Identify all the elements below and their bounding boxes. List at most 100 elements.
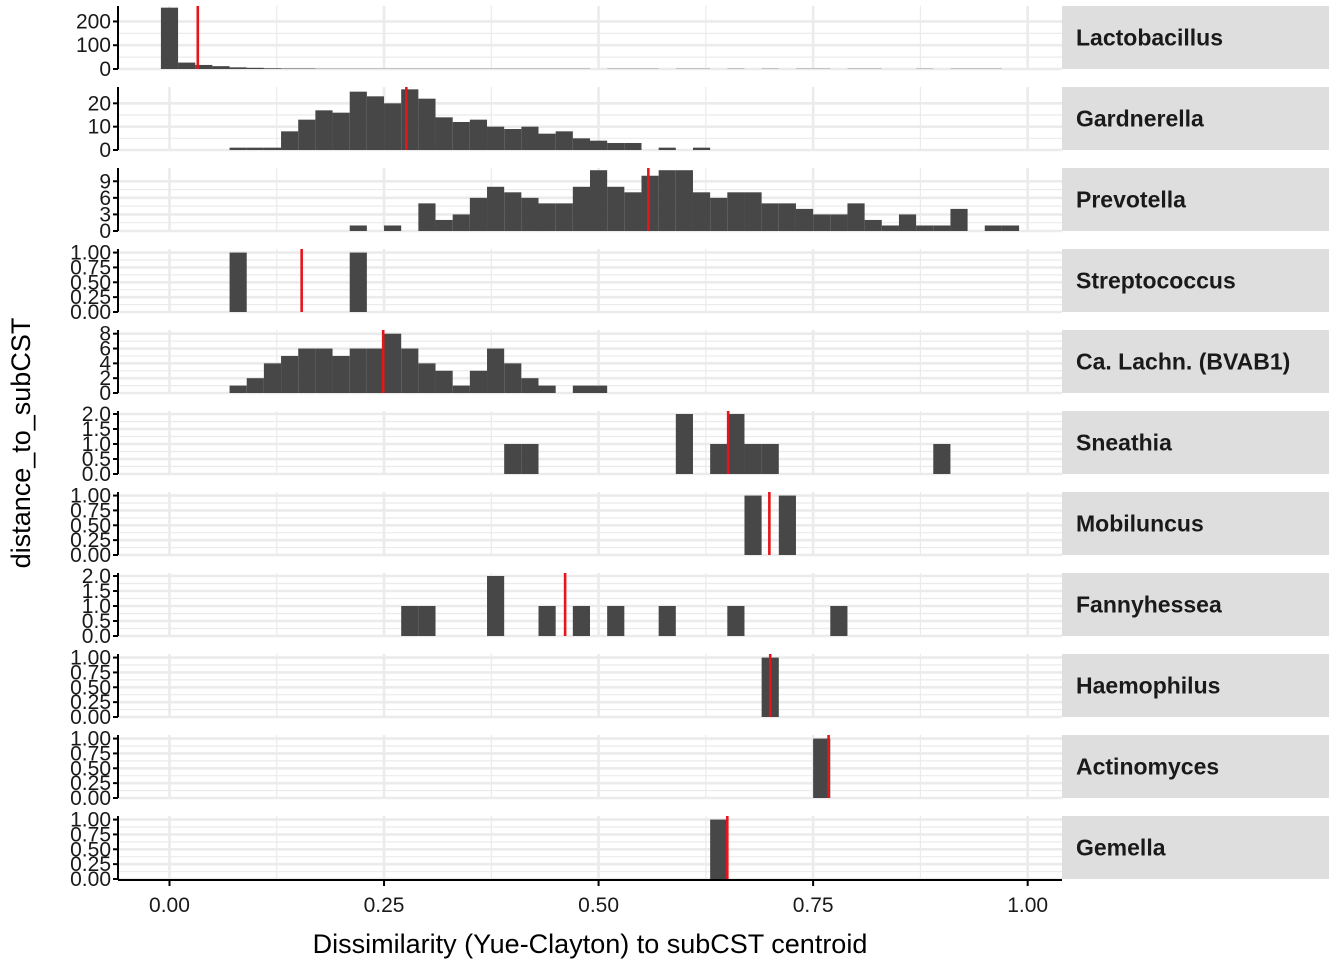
facet-strip-label: Sneathia (1076, 430, 1172, 456)
histogram-bar (315, 348, 333, 393)
y-tick-label: 0.50 (70, 676, 111, 699)
histogram-bar (692, 147, 711, 150)
facet-panel: 0.00.51.01.52.0 Sneathia (82, 403, 1329, 486)
y-tick-label: 1.00 (70, 485, 111, 508)
histogram-bar (487, 126, 505, 150)
histogram-bar (916, 225, 934, 231)
facet-strip (1062, 411, 1329, 474)
histogram-bar (195, 64, 213, 69)
histogram-bar (452, 122, 470, 150)
facet-strip-label: Haemophilus (1076, 673, 1220, 699)
y-tick-label: 0.75 (70, 499, 111, 522)
y-tick-label: 0.00 (70, 787, 111, 810)
y-tick-label: 8 (99, 323, 111, 346)
facet-strip (1062, 249, 1329, 312)
facet-strip-label: Gardnerella (1076, 106, 1204, 132)
histogram-bar (538, 385, 556, 393)
histogram-bar (487, 576, 505, 636)
histogram-bar (384, 103, 402, 150)
y-tick-label: 1.0 (82, 433, 111, 456)
facet-strip-label: Actinomyces (1076, 754, 1219, 780)
y-tick-label: 2.0 (82, 565, 111, 588)
facet-strip-label: Streptococcus (1076, 268, 1236, 294)
histogram-bar (675, 170, 693, 231)
y-tick-label: 9 (99, 170, 111, 193)
x-tick-label: 1.00 (1007, 894, 1048, 917)
histogram-bar (349, 91, 367, 150)
y-tick-label: 0.25 (70, 772, 111, 795)
histogram-bar (761, 203, 779, 231)
facet-strip-label: Fannyhessea (1076, 592, 1222, 618)
histogram-bar (658, 170, 676, 231)
histogram-bar (401, 348, 419, 393)
histogram-bar (710, 197, 728, 231)
histogram-bar (813, 214, 831, 231)
histogram-bar (521, 444, 539, 474)
histogram-bar (229, 147, 247, 150)
histogram-bar (727, 414, 745, 474)
facet-panel: 0.000.250.500.751.00 Streptococcus (70, 242, 1329, 324)
histogram-bar (246, 67, 264, 69)
y-tick-label: 3 (99, 203, 111, 226)
y-tick-label: 20 (88, 92, 111, 115)
histogram-bar (933, 225, 951, 231)
histogram-bar (607, 186, 625, 231)
y-tick-label: 0.00 (70, 544, 111, 567)
histogram-bar (332, 112, 350, 150)
facet-strip (1062, 735, 1329, 798)
histogram-bar (778, 495, 796, 555)
histogram-bar (830, 214, 848, 231)
histogram-bar (212, 66, 230, 69)
y-tick-label: 1.5 (82, 580, 111, 603)
histogram-bar (795, 208, 814, 231)
histogram-bar (487, 348, 505, 393)
y-tick-label: 2.0 (82, 403, 111, 426)
y-tick-label: 0.75 (70, 256, 111, 279)
histogram-bar (349, 348, 367, 393)
y-tick-label: 0.25 (70, 691, 111, 714)
y-axis-title: distance_to_subCST (6, 318, 36, 569)
histogram-bar (710, 819, 728, 879)
histogram-bar (933, 444, 951, 474)
histogram-bar (607, 143, 625, 150)
x-tick-label: 0.50 (578, 894, 619, 917)
histogram-bar (418, 203, 436, 231)
histogram-bar (263, 363, 282, 393)
y-tick-label: 0.00 (70, 706, 111, 729)
facet-strip (1062, 168, 1329, 231)
histogram-bar (830, 606, 848, 636)
histogram-bar (675, 414, 693, 474)
facet-strip (1062, 573, 1329, 636)
histogram-bar (658, 606, 676, 636)
y-tick-label: 0.75 (70, 823, 111, 846)
y-tick-label: 0.25 (70, 529, 111, 552)
histogram-bar (521, 197, 539, 231)
histogram-bar (847, 203, 865, 231)
histogram-bar (384, 225, 402, 231)
histogram-bar (744, 444, 762, 474)
histogram-bar (435, 370, 453, 393)
histogram-bar (160, 7, 179, 70)
histogram-bar (452, 214, 470, 231)
y-tick-label: 0 (99, 139, 111, 162)
x-tick-label: 0.25 (364, 894, 405, 917)
x-axis: 0.00 0.25 0.50 0.75 1.00 (118, 879, 1062, 917)
y-tick-label: 0.5 (82, 610, 111, 633)
histogram-bar (813, 738, 831, 798)
histogram-bar (744, 192, 762, 231)
histogram-bar (521, 378, 539, 393)
histogram-bar (487, 186, 505, 231)
histogram-bar (984, 225, 1002, 231)
histogram-bar (332, 355, 350, 393)
histogram-bar (658, 147, 676, 150)
y-tick-label: 2 (99, 367, 111, 390)
histogram-bar (298, 348, 316, 393)
facet-strip (1062, 6, 1329, 69)
histogram-bar (435, 219, 453, 231)
histogram-bar (452, 385, 470, 393)
facet-panel: 0.000.250.500.751.00 Mobiluncus (70, 485, 1329, 567)
y-tick-label: 0 (99, 58, 111, 81)
histogram-bar (418, 98, 436, 150)
y-tick-label: 0.50 (70, 757, 111, 780)
